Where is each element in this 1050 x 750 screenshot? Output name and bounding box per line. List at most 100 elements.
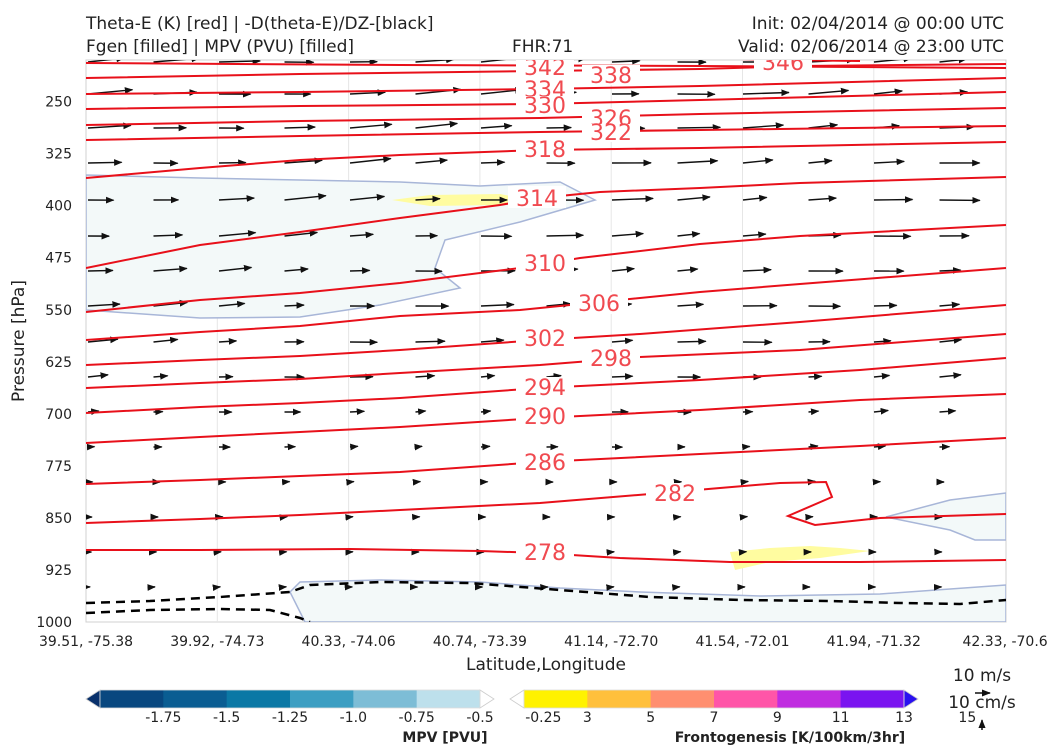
wind-vector <box>218 229 257 237</box>
init-time: Init: 02/04/2014 @ 00:00 UTC <box>751 14 1004 34</box>
svg-text:330: 330 <box>524 94 566 119</box>
colorbar-tick-label: -0.5 <box>466 710 493 726</box>
colorbar-tick-label: 3 <box>583 710 592 726</box>
wind-vector <box>87 122 132 130</box>
contour-label-310: 310 <box>516 252 574 277</box>
wind-vector <box>284 157 323 165</box>
colorbar-segment <box>290 690 354 708</box>
wind-vector <box>415 120 459 129</box>
colorbar-tick-label: 9 <box>773 710 782 726</box>
colorbar-segment <box>100 690 164 708</box>
colorbar-segment <box>587 690 652 708</box>
wind-vector <box>349 193 386 201</box>
colorbar-tick-label: -0.25 <box>525 710 561 726</box>
wind-vector <box>480 337 505 345</box>
wind-vector <box>284 123 316 131</box>
wind-vector <box>742 157 774 165</box>
wind-vector <box>349 231 375 239</box>
svg-text:346: 346 <box>762 51 804 76</box>
colorbar-segment <box>840 690 905 708</box>
wind-vector <box>742 89 790 97</box>
contour-label-306: 306 <box>570 292 628 317</box>
wind-vector <box>218 264 253 272</box>
wind-vector <box>546 232 585 239</box>
wind-key: 10 m/s 10 cm/s <box>948 666 1016 730</box>
wind-vector <box>677 157 719 165</box>
colorbar-tick-label: -1.5 <box>213 710 240 726</box>
wind-vector <box>87 336 119 344</box>
wind-vector <box>218 338 238 345</box>
svg-text:322: 322 <box>590 121 632 146</box>
y-tick-label: 475 <box>45 251 72 267</box>
colorbar-segment <box>777 690 842 708</box>
wind-vector <box>480 60 528 63</box>
x-tick-label: 39.92, -74.73 <box>170 634 264 650</box>
wind-vector <box>284 302 305 309</box>
colorbar-segment <box>163 690 228 708</box>
wind-vector <box>480 373 496 380</box>
wind-vector <box>939 408 957 415</box>
contour-label-330: 330 <box>516 94 574 119</box>
svg-text:278: 278 <box>524 541 566 566</box>
wind-vector <box>677 231 701 238</box>
wind-vector <box>873 88 904 96</box>
colorbar-tick-label: 7 <box>710 710 719 726</box>
wind-vector <box>741 443 751 451</box>
wind-vector <box>153 265 188 273</box>
colorbar-tick-label: 15 <box>958 710 976 726</box>
contour-label-318: 318 <box>516 138 574 163</box>
mpv-colorbar-label: MPV [PVU] <box>402 730 487 746</box>
wind-vector <box>480 159 506 166</box>
wind-vector <box>808 408 820 416</box>
y-tick-label: 775 <box>45 459 72 475</box>
wind-vector <box>873 60 912 63</box>
svg-text:338: 338 <box>590 64 632 89</box>
wind-vector <box>480 87 524 95</box>
contour-label-282: 282 <box>646 482 704 507</box>
wind-vector <box>611 266 636 273</box>
wind-vector <box>873 158 906 166</box>
contour-label-302: 302 <box>516 327 574 352</box>
svg-text:286: 286 <box>524 451 566 476</box>
wind-vector <box>677 194 711 202</box>
svg-text:282: 282 <box>654 482 696 507</box>
svg-text:314: 314 <box>516 187 558 212</box>
y-tick-label: 250 <box>45 95 72 111</box>
wind-vector <box>415 338 446 345</box>
wind-vector <box>349 443 359 451</box>
contour-label-286: 286 <box>516 451 574 476</box>
theta-e-line-290 <box>86 393 1006 444</box>
colorbar-tick-label: 13 <box>895 710 913 726</box>
wind-vector <box>611 230 645 238</box>
svg-text:306: 306 <box>578 292 620 317</box>
wind-vector <box>873 443 887 450</box>
colorbar-tick-label: -1.0 <box>340 710 367 726</box>
y-axis-ticks: 250 325 400 475 550 625 700 775 850 925 1000 <box>36 95 72 631</box>
x-tick-label: 41.14, -72.70 <box>564 634 658 650</box>
wind-vector <box>87 60 125 63</box>
wind-vector <box>414 443 423 451</box>
wind-vector <box>349 89 387 96</box>
wind-vector <box>742 231 767 239</box>
wind-vector <box>284 229 319 237</box>
wind-vector <box>218 300 246 308</box>
colorbar-outline <box>523 689 905 709</box>
fgen-region-lower <box>730 546 870 570</box>
x-tick-label: 39.51, -75.38 <box>39 634 133 650</box>
y-tick-label: 550 <box>45 303 72 319</box>
wind-vector <box>873 338 892 345</box>
forecast-hour: FHR:71 <box>512 37 574 57</box>
contour-label-342: 342 <box>516 60 574 81</box>
fgen-region-upper <box>392 194 520 206</box>
wind-vector <box>349 267 371 274</box>
colorbar-segment <box>650 690 715 708</box>
wind-vector <box>415 60 455 64</box>
wind-vector <box>677 124 722 131</box>
theta-e-line-302 <box>86 304 1006 366</box>
y-tick-label: 700 <box>45 407 72 423</box>
theta-e-line-346 <box>739 60 861 62</box>
wind-vector <box>939 267 962 274</box>
contour-label-322: 322 <box>582 121 640 146</box>
wind-vector <box>284 266 309 273</box>
wind-vector <box>546 301 572 308</box>
